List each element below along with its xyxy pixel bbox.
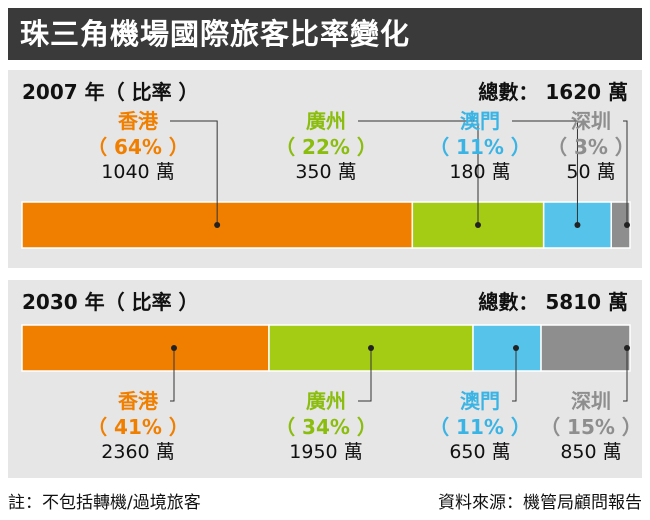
leader-line-2007-2 [358,120,479,225]
value-label-2030-3: 650 萬 [449,441,510,463]
bar-2030-4 [540,324,631,372]
leader-dot-2030-3 [513,345,519,351]
series-name-2007-1: 香港 [118,109,159,133]
series-name-2030-3: 澳門 [460,389,500,413]
leader-dot-2007-3 [574,222,581,228]
leader-line-2030-2 [358,348,372,402]
panel-2030: 2030 年（ 比率 ） 總數： 5810 萬 [8,280,642,478]
percent-label-2030-1: （ 41% ） [87,415,189,439]
leader-dot-2030-4 [624,345,630,351]
percent-label-2030-4: （ 15% ） [540,415,642,439]
value-label-2007-2: 350 萬 [295,161,356,183]
percent-label-2007-1: （ 64% ） [87,135,189,159]
leader-line-2030-4 [623,348,628,402]
series-name-2030-2: 廣州 [306,389,346,413]
value-label-2030-4: 850 萬 [560,441,621,463]
leader-line-2030-1 [170,348,175,402]
series-name-2007-2: 廣州 [306,109,346,133]
leader-line-2007-4 [623,120,628,225]
series-name-2007-3: 澳門 [460,109,500,133]
value-label-2007-1: 1040 萬 [101,161,174,183]
year-label-2030: 2030 年（ 比率 ） [22,290,199,314]
percent-label-2030-2: （ 34% ） [275,415,377,439]
total-label-2007: 總數： 1620 萬 [478,80,628,104]
series-name-2030-1: 香港 [118,389,159,413]
leader-line-2007-3 [512,120,578,225]
percent-label-2007-4: （ 3% ） [547,135,635,159]
leader-dot-2030-1 [171,345,177,351]
value-label-2007-4: 50 萬 [566,161,615,183]
series-name-2007-4: 深圳 [571,109,611,133]
value-label-2007-3: 180 萬 [449,161,510,183]
total-label-2030: 總數： 5810 萬 [478,290,628,314]
percent-label-2007-2: （ 22% ） [275,135,377,159]
bar-2030-1 [21,324,270,372]
leader-line-2007-1 [170,120,218,225]
bar-2030-3 [472,324,542,372]
leader-dot-2007-1 [214,222,221,228]
percent-label-2007-3: （ 11% ） [429,135,531,159]
leader-dot-2030-2 [367,345,374,351]
footer-note: 註：不包括轉機/過境旅客 [8,493,201,513]
series-name-2030-4: 深圳 [571,389,611,413]
leader-dot-2007-4 [624,222,630,228]
value-label-2030-2: 1950 萬 [289,441,362,463]
value-label-2030-1: 2360 萬 [101,441,174,463]
leader-dot-2007-2 [475,222,481,228]
year-label-2007: 2007 年（ 比率 ） [22,80,199,104]
leader-line-2030-3 [512,348,517,402]
percent-label-2030-3: （ 11% ） [429,415,531,439]
footer-source: 資料來源：機管局顧問報告 [438,493,642,513]
chart-title: 珠三角機場國際旅客比率變化 [8,8,642,60]
